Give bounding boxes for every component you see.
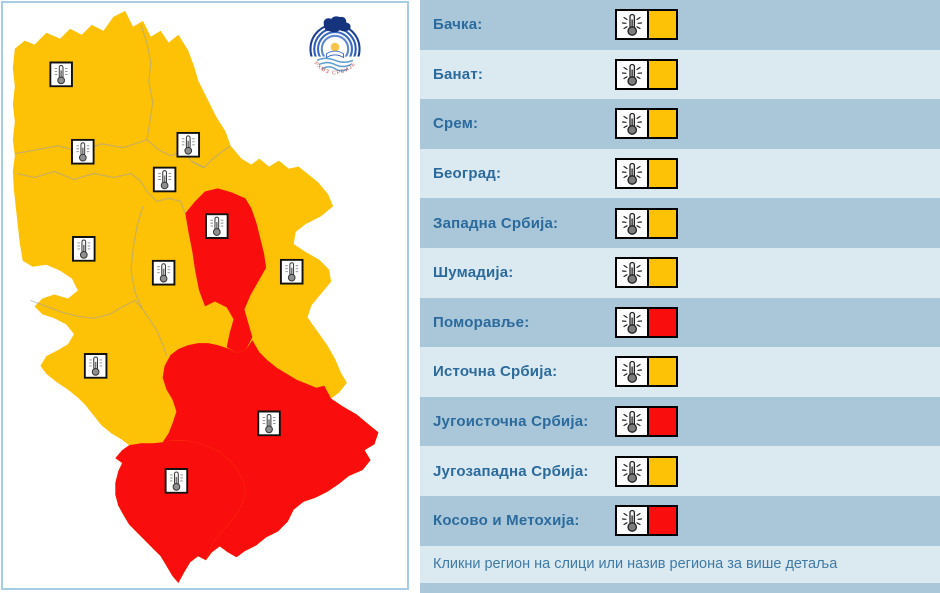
region-row-sumadija[interactable]: Шумадија: bbox=[420, 247, 940, 298]
thermometer-with-rays-icon bbox=[617, 110, 647, 138]
region-name-link[interactable]: Југозападна Србија: bbox=[433, 462, 589, 480]
region-name-link[interactable]: Западна Србија: bbox=[433, 214, 559, 232]
thermometer-with-rays-icon bbox=[617, 358, 647, 386]
warning-level-cell bbox=[647, 507, 676, 535]
warning-level-cell bbox=[647, 60, 676, 88]
warning-level-cell bbox=[647, 160, 676, 188]
map-thermometer-icon-kosovo-i-metohija[interactable] bbox=[164, 468, 189, 494]
thermometer-with-rays-icon bbox=[617, 11, 647, 39]
thermometer-with-rays-icon bbox=[617, 209, 647, 237]
map-thermometer-icon-jugoistocna-srbija[interactable] bbox=[257, 410, 281, 437]
high-temperature-warning-icon bbox=[615, 306, 678, 338]
map-thermometer-icon-backa[interactable] bbox=[49, 61, 73, 88]
thermometer-with-rays-icon bbox=[617, 60, 647, 88]
map-thermometer-icon-zapadna-srbija[interactable] bbox=[71, 236, 96, 262]
high-temperature-warning-icon bbox=[615, 257, 678, 289]
high-temperature-warning-icon bbox=[615, 207, 678, 239]
thermometer-with-rays-icon bbox=[617, 408, 647, 436]
rhmz-logo-image: РХМЗ СРБИЈЕ bbox=[303, 16, 367, 83]
map-thermometer-icon-sumadija[interactable] bbox=[151, 259, 176, 286]
map-thermometer-icon-banat[interactable] bbox=[176, 131, 201, 158]
map-thermometer-icon-jugozapadna-srbija[interactable] bbox=[83, 353, 108, 379]
warning-level-cell bbox=[647, 209, 676, 237]
region-row-jugoistocna-srbija[interactable]: Југоисточна Србија: bbox=[420, 396, 940, 447]
region-name-link[interactable]: Поморавље: bbox=[433, 313, 530, 331]
high-temperature-warning-icon bbox=[615, 58, 678, 90]
logo-waves-icon bbox=[316, 57, 354, 72]
region-name-link[interactable]: Источна Србија: bbox=[433, 363, 558, 381]
high-temperature-warning-icon bbox=[615, 505, 678, 537]
region-row-jugozapadna-srbija[interactable]: Југозападна Србија: bbox=[420, 446, 940, 496]
region-row-beograd[interactable]: Београд: bbox=[420, 148, 940, 199]
thermometer-with-rays-icon bbox=[617, 457, 647, 485]
logo-sun-icon bbox=[330, 42, 340, 52]
warning-level-cell bbox=[647, 11, 676, 39]
logo-book-icon bbox=[326, 50, 344, 59]
region-row-backa[interactable]: Бачка: bbox=[420, 0, 940, 50]
region-row-srem[interactable]: Срем: bbox=[420, 99, 940, 149]
region-name-link[interactable]: Југоисточна Србија: bbox=[433, 413, 589, 431]
map-thermometer-icon-srem[interactable] bbox=[70, 138, 95, 165]
logo-cloud-icon bbox=[323, 16, 351, 33]
warning-level-cell bbox=[647, 110, 676, 138]
region-name-link[interactable]: Бачка: bbox=[433, 16, 483, 34]
serbia-warning-map-panel: РХМЗ СРБИЈЕ bbox=[1, 1, 409, 590]
warning-level-cell bbox=[647, 408, 676, 436]
warning-level-cell bbox=[647, 358, 676, 386]
thermometer-with-rays-icon bbox=[617, 507, 647, 535]
warning-level-cell bbox=[647, 308, 676, 336]
region-row-pomoravlje[interactable]: Поморавље: bbox=[420, 297, 940, 348]
thermometer-with-rays-icon bbox=[617, 308, 647, 336]
region-name-link[interactable]: Шумадија: bbox=[433, 264, 514, 282]
serbia-map bbox=[12, 10, 379, 584]
map-thermometer-icon-beograd[interactable] bbox=[152, 166, 177, 193]
high-temperature-warning-icon bbox=[615, 356, 678, 388]
region-row-zapadna-srbija[interactable]: Западна Србија: bbox=[420, 198, 940, 248]
thermometer-with-rays-icon bbox=[617, 160, 647, 188]
high-temperature-warning-icon bbox=[615, 9, 678, 41]
rhmz-logo: РХМЗ СРБИЈЕ bbox=[302, 15, 368, 83]
note-text: Кликни регион на слици или назив региона… bbox=[433, 556, 838, 573]
high-temperature-warning-icon bbox=[615, 108, 678, 140]
warning-level-cell bbox=[647, 457, 676, 485]
region-row-kosovo-i-metohija[interactable]: Косово и Метохија: bbox=[420, 495, 940, 546]
warning-level-cell bbox=[647, 259, 676, 287]
map-region-jugoistocna-srbija[interactable] bbox=[162, 340, 379, 561]
region-name-link[interactable]: Косово и Метохија: bbox=[433, 512, 580, 530]
high-temperature-warning-icon bbox=[615, 158, 678, 190]
bottom-strip bbox=[420, 582, 940, 593]
map-internal-borders bbox=[14, 24, 231, 357]
region-row-banat[interactable]: Банат: bbox=[420, 49, 940, 100]
region-name-link[interactable]: Банат: bbox=[433, 65, 484, 83]
high-temperature-warning-icon bbox=[615, 455, 678, 487]
map-thermometer-icon-istocna-srbija[interactable] bbox=[279, 258, 304, 285]
map-thermometer-icon-pomoravlje[interactable] bbox=[205, 213, 229, 239]
region-name-link[interactable]: Срем: bbox=[433, 115, 479, 133]
region-list-panel: Бачка: Банат: bbox=[420, 0, 940, 593]
thermometer-with-rays-icon bbox=[617, 259, 647, 287]
map-region-kosovo-i-metohija[interactable] bbox=[115, 440, 246, 584]
high-temperature-warning-icon bbox=[615, 406, 678, 438]
note-row: Кликни регион на слици или назив региона… bbox=[420, 545, 940, 583]
region-row-istocna-srbija[interactable]: Источна Србија: bbox=[420, 347, 940, 397]
region-name-link[interactable]: Београд: bbox=[433, 165, 502, 183]
